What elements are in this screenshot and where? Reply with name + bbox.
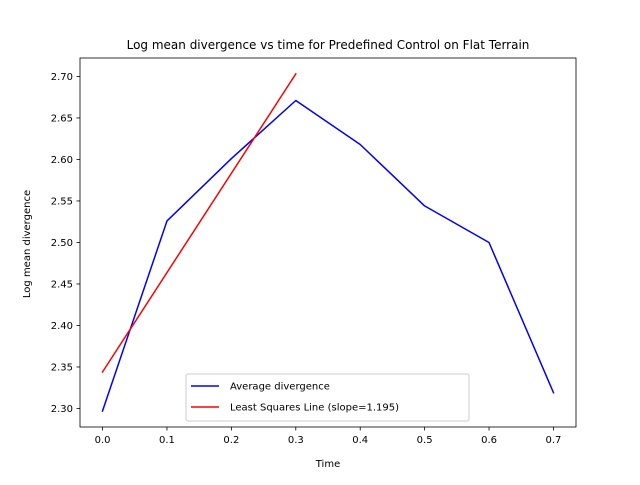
x-tick-label: 0.5 xyxy=(417,435,433,446)
chart-title: Log mean divergence vs time for Predefin… xyxy=(127,38,530,52)
series-line-2 xyxy=(101,72,297,374)
y-tick-label: 2.40 xyxy=(51,321,73,332)
axes-layer: 0.0 0.1 0.2 0.3 0.4 0.5 0.6 0.7 2.30 2.35 2.40 2.45… xyxy=(51,57,577,446)
y-tick-label: 2.30 xyxy=(51,404,73,415)
x-axis-label: Time xyxy=(315,459,340,470)
y-tick-label: 2.45 xyxy=(51,279,73,290)
y-tick-label: 2.35 xyxy=(51,362,73,373)
x-tick-label: 0.1 xyxy=(159,435,175,446)
y-tick-label: 2.55 xyxy=(51,196,73,207)
x-tick-label: 0.6 xyxy=(481,435,497,446)
legend-label-2: Least Squares Line (slope=1.195) xyxy=(230,403,399,414)
plot-layer xyxy=(101,72,555,412)
y-tick-label: 2.50 xyxy=(51,238,73,249)
x-tick-label: 0.2 xyxy=(223,435,239,446)
x-tick-label: 0.7 xyxy=(546,435,562,446)
legend-label-1: Average divergence xyxy=(230,382,330,393)
y-axis-label: Log mean divergence xyxy=(22,190,33,298)
legend: Average divergence Least Squares Line (sl… xyxy=(185,373,470,422)
y-tick-label: 2.60 xyxy=(51,155,73,166)
x-tick-label: 0.4 xyxy=(352,435,368,446)
x-tick-label: 0.0 xyxy=(95,435,111,446)
y-tick-label: 2.65 xyxy=(51,113,73,124)
legend-box xyxy=(185,373,470,422)
y-tick-label: 2.70 xyxy=(51,72,73,83)
series-line-1 xyxy=(101,99,555,412)
x-tick-label: 0.3 xyxy=(288,435,304,446)
